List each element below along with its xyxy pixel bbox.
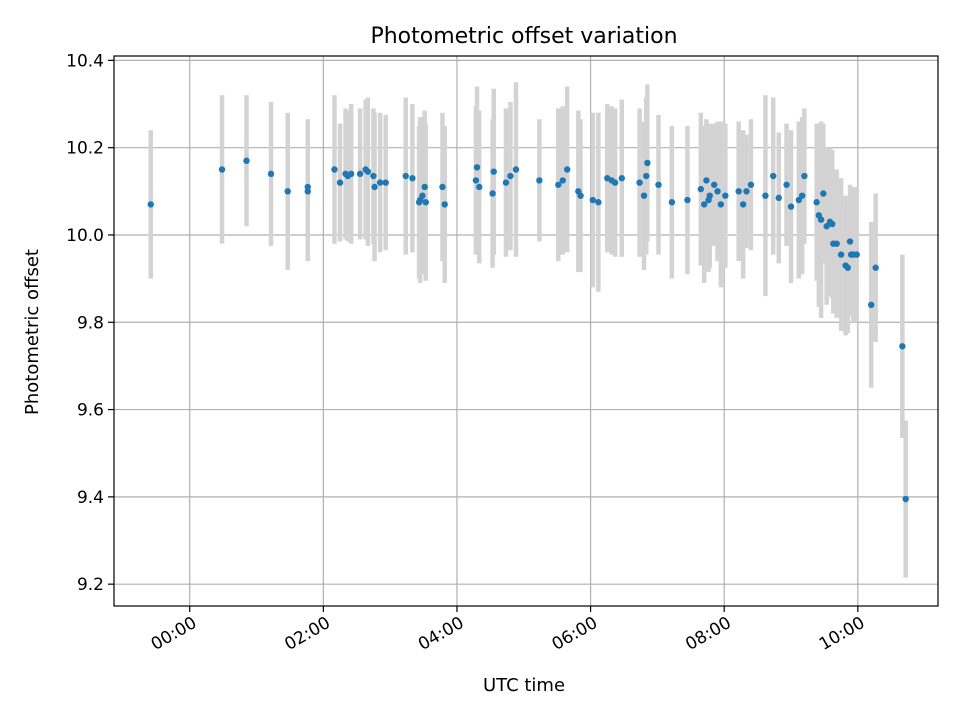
plot-frame [113,55,939,607]
data-point [813,199,820,206]
data-point [331,166,338,173]
data-point [820,190,827,197]
data-point [643,172,650,180]
data-point [243,157,250,164]
data-point [439,183,446,191]
data-point [618,175,625,182]
data-point [347,170,355,178]
data-point [801,172,808,180]
data-point [770,172,777,180]
data-point [595,199,602,206]
data-point [837,251,845,258]
y-tick-label: 9.6 [77,401,104,421]
data-point [421,183,428,191]
data-point [473,164,481,171]
data-point [787,203,795,210]
data-point [783,181,790,188]
data-point [833,240,840,247]
data-point [284,188,291,195]
data-point [703,177,710,184]
data-point [817,216,825,223]
data-point [640,192,648,199]
data-point [902,495,909,503]
data-point [739,201,747,208]
data-point [472,177,480,184]
x-axis-label: UTC time [483,675,565,696]
data-point [743,188,750,195]
data-point [775,194,782,202]
data-point [489,190,496,197]
data-point [829,220,836,228]
data-point [899,343,906,350]
data-point [714,188,721,195]
data-point [710,181,718,188]
y-tick-label: 10.0 [66,226,104,246]
data-point [441,201,448,208]
data-point [611,179,619,186]
data-point [218,166,226,173]
data-point [735,188,742,195]
data-point [512,166,520,173]
data-point [684,196,691,204]
data-point [823,223,830,230]
data-point [422,199,429,206]
data-point [844,264,852,271]
y-tick-label: 10.2 [66,139,104,159]
data-point [697,185,705,193]
data-point [370,172,377,180]
data-point [555,181,562,188]
data-point [402,172,409,180]
data-point [371,183,378,191]
y-tick-label: 9.8 [77,313,104,333]
data-point [589,196,597,204]
y-tick-label: 10.4 [66,51,104,71]
data-point [376,179,384,186]
data-point [476,183,483,191]
data-point [490,168,497,175]
data-point [717,201,725,208]
y-axis-label: Photometric offset [22,249,43,415]
data-point [409,175,416,182]
data-point [336,179,344,186]
data-point [795,196,803,204]
data-point [798,192,806,199]
data-point [872,264,879,271]
data-point [564,166,571,173]
y-tick-label: 9.2 [77,575,104,595]
data-point [419,192,426,199]
data-point [304,183,311,191]
data-point [559,177,566,184]
label-layer: Photometric offset variation UTC time Ph… [22,24,678,696]
data-point [853,251,860,258]
data-point [722,192,729,199]
data-point [356,170,364,178]
data-point [636,179,643,186]
data-point [655,181,662,188]
data-point [507,172,514,180]
data-point [502,179,510,186]
point-layer [147,157,909,503]
chart-title: Photometric offset variation [370,24,677,49]
data-point [700,201,708,208]
data-point [846,238,854,245]
data-point [147,201,154,208]
data-point [577,192,584,199]
data-point [867,301,875,309]
data-point [762,192,769,199]
data-point [382,179,389,186]
data-point [668,199,676,206]
data-point [706,192,713,199]
data-point [536,177,543,184]
data-point [644,159,651,167]
y-tick-label: 9.4 [77,488,104,508]
data-point [267,170,275,178]
data-point [747,181,755,188]
data-point [364,168,372,175]
